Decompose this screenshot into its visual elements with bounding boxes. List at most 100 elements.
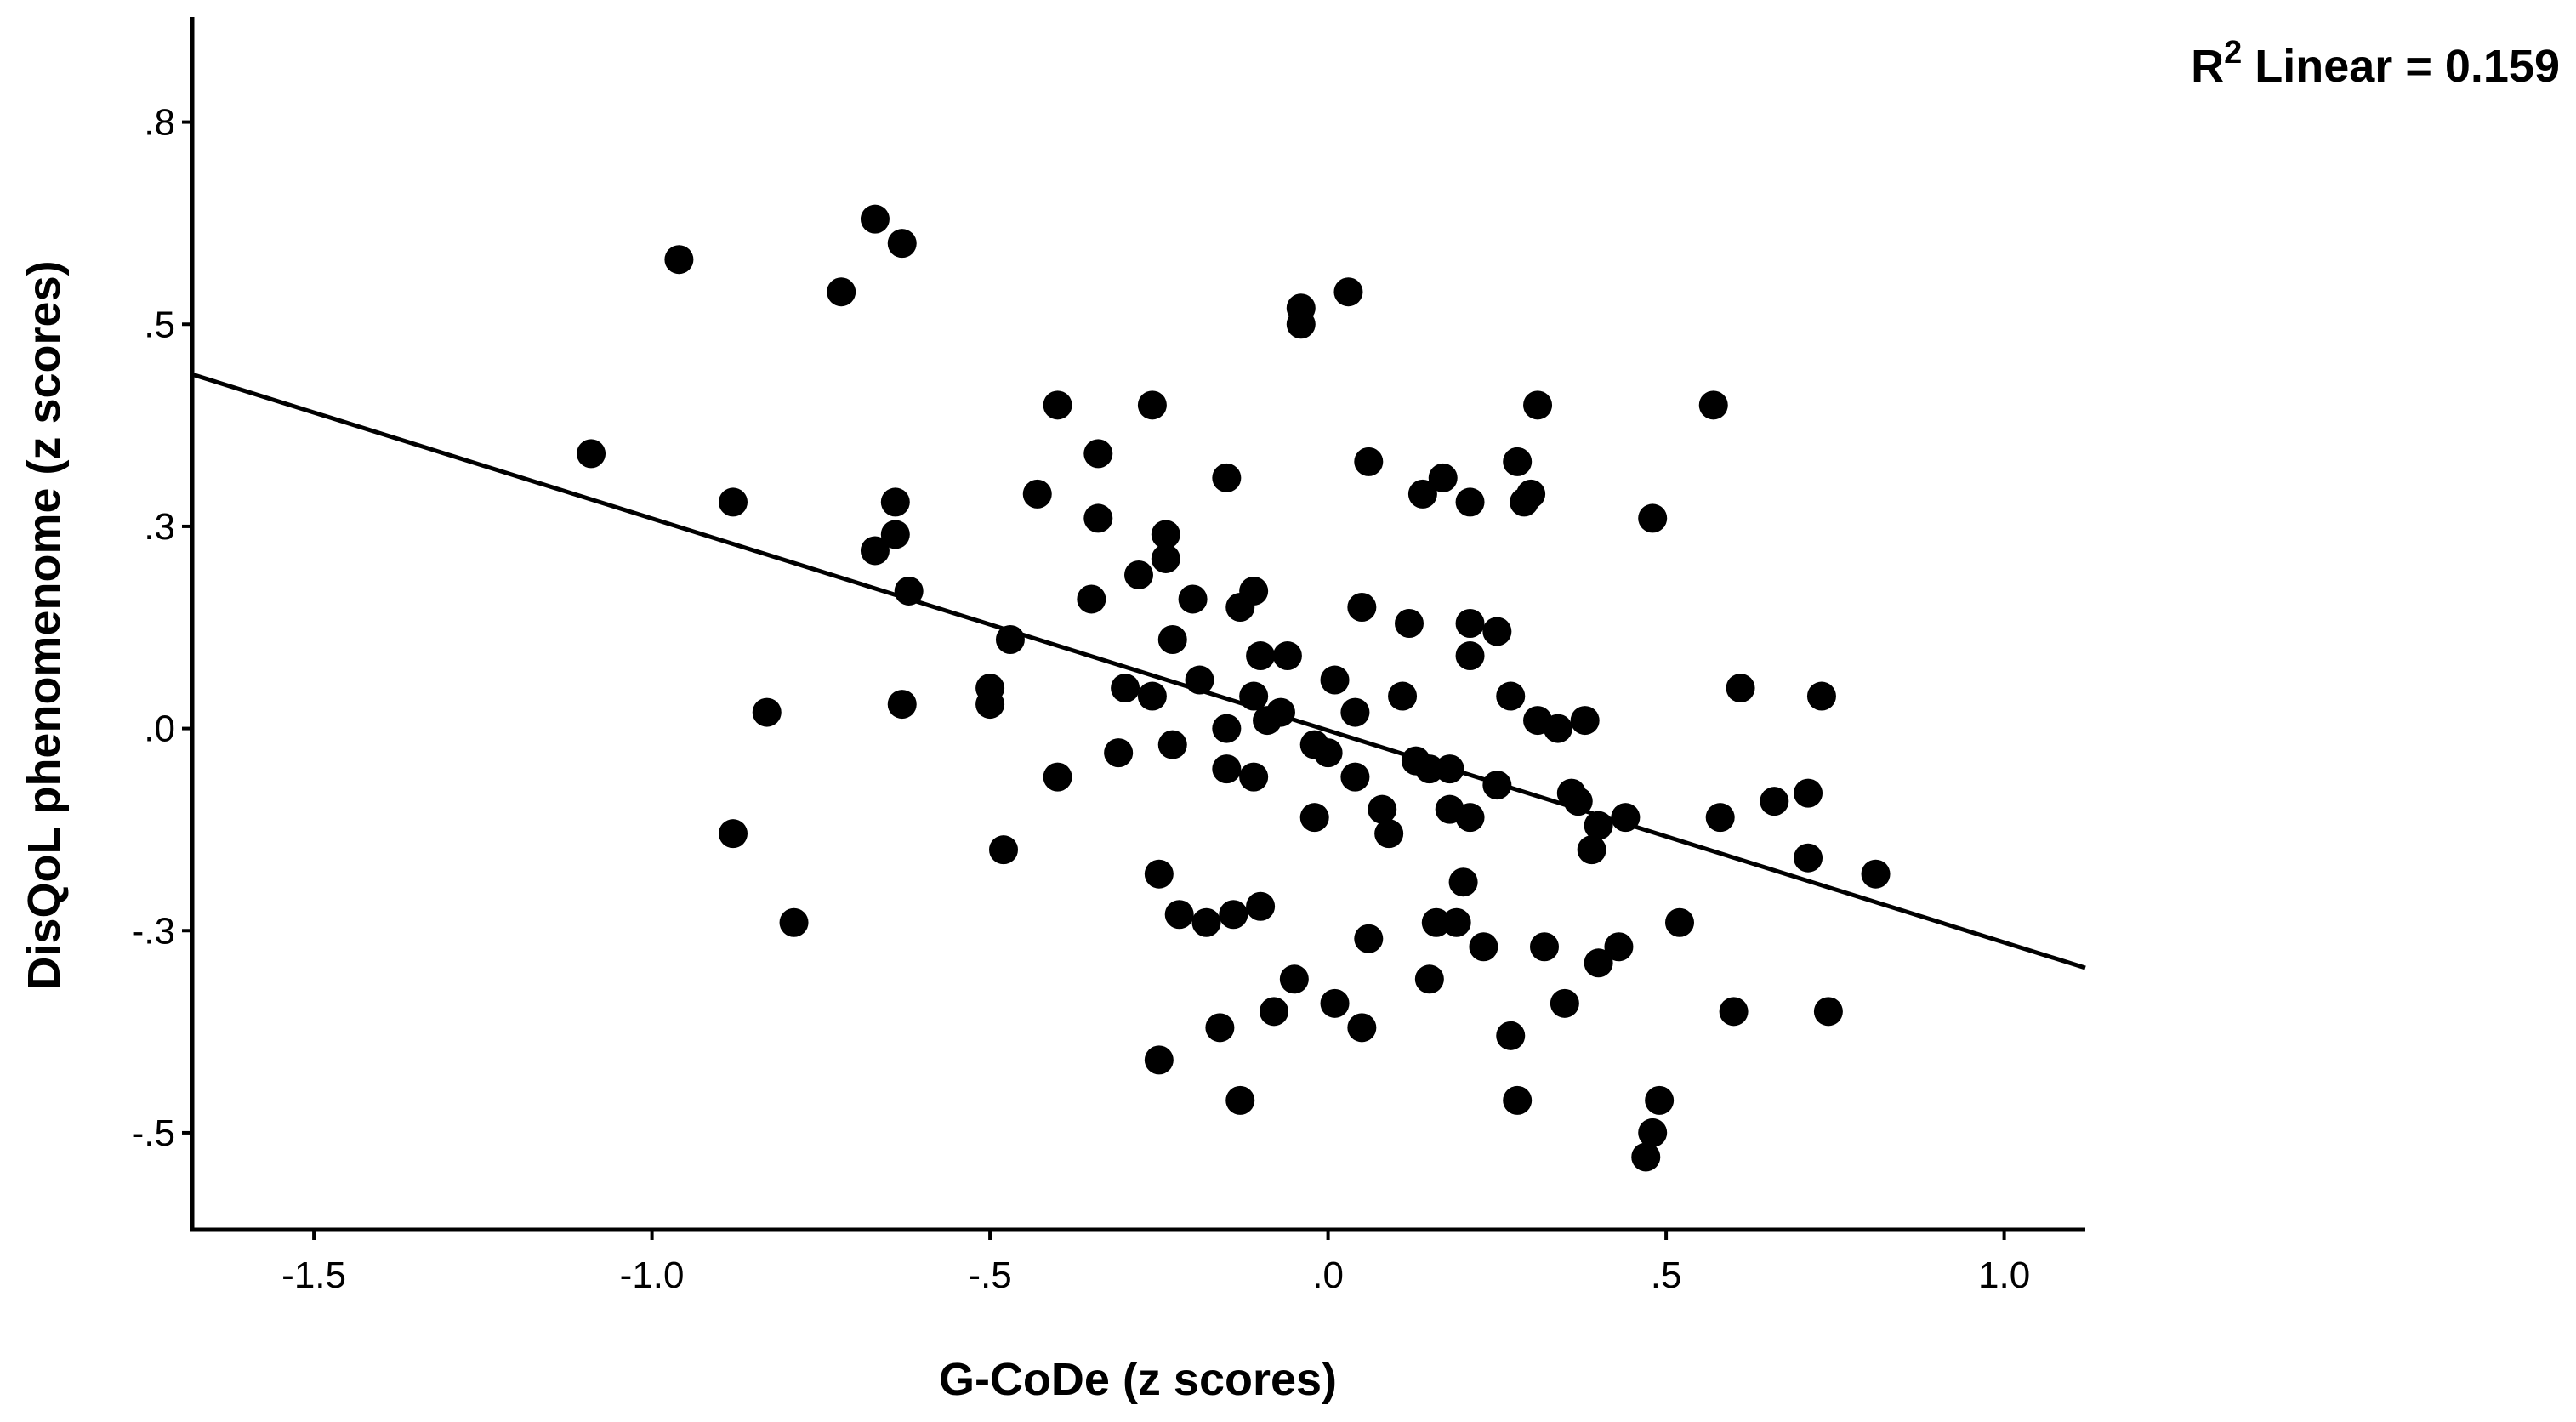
data-point bbox=[1205, 1013, 1235, 1043]
x-tick-label: .5 bbox=[1651, 1254, 1682, 1296]
data-point bbox=[1239, 762, 1269, 792]
data-point bbox=[1516, 479, 1546, 509]
data-point bbox=[1265, 697, 1295, 727]
data-point bbox=[1698, 390, 1728, 420]
data-point bbox=[1645, 1085, 1675, 1115]
y-tick-label: .0 bbox=[144, 708, 175, 750]
data-point bbox=[1726, 674, 1755, 703]
data-point bbox=[1455, 487, 1485, 517]
data-point bbox=[1354, 447, 1384, 476]
x-tick-label: .0 bbox=[1312, 1254, 1344, 1296]
data-point bbox=[1340, 697, 1370, 727]
data-point bbox=[1320, 665, 1350, 695]
data-point bbox=[1543, 714, 1572, 743]
data-point bbox=[995, 625, 1025, 655]
data-point bbox=[1347, 592, 1377, 622]
data-point bbox=[1279, 964, 1309, 994]
data-point bbox=[1137, 681, 1167, 711]
data-point bbox=[1157, 625, 1187, 655]
data-point bbox=[1286, 310, 1316, 339]
r-squared-annotation: R2 Linear = 0.159 bbox=[2191, 35, 2560, 92]
data-point bbox=[1374, 819, 1404, 849]
x-tick-label: -.5 bbox=[968, 1254, 1011, 1296]
data-point bbox=[1320, 988, 1350, 1018]
data-point bbox=[880, 520, 910, 549]
r-squared-value: Linear = 0.159 bbox=[2242, 41, 2560, 92]
data-point bbox=[1246, 641, 1276, 671]
data-point bbox=[1212, 714, 1242, 743]
x-axis-title: G-CoDe (z scores) bbox=[939, 1354, 1337, 1405]
regression-line bbox=[191, 372, 2086, 970]
data-point bbox=[1333, 277, 1363, 307]
data-point bbox=[1428, 463, 1458, 492]
r-squared-prefix: R bbox=[2191, 41, 2224, 92]
data-point bbox=[1861, 859, 1891, 889]
data-point bbox=[1503, 447, 1533, 476]
y-tick-label: -.5 bbox=[132, 1112, 175, 1154]
data-point bbox=[1794, 778, 1823, 808]
data-point bbox=[1022, 479, 1052, 509]
r-squared-superscript: 2 bbox=[2224, 35, 2242, 71]
data-point bbox=[1469, 932, 1498, 962]
data-point bbox=[1414, 964, 1444, 994]
data-point bbox=[1550, 988, 1579, 1018]
data-point bbox=[887, 229, 917, 259]
data-point bbox=[1077, 584, 1106, 614]
data-point bbox=[1705, 803, 1735, 833]
data-point bbox=[1043, 762, 1072, 792]
data-point bbox=[1239, 681, 1269, 711]
data-point bbox=[1144, 859, 1174, 889]
data-point bbox=[1340, 762, 1370, 792]
data-point bbox=[1584, 948, 1613, 978]
data-point bbox=[577, 439, 606, 469]
data-point bbox=[1407, 479, 1437, 509]
data-point bbox=[1144, 1045, 1174, 1075]
data-point bbox=[1157, 730, 1187, 759]
data-point bbox=[1354, 924, 1384, 953]
data-point bbox=[1442, 907, 1471, 937]
data-point bbox=[1631, 1142, 1661, 1172]
data-point bbox=[1124, 560, 1153, 589]
data-point bbox=[1272, 641, 1302, 671]
data-point bbox=[1523, 390, 1553, 420]
data-point bbox=[989, 835, 1018, 865]
data-point bbox=[1043, 390, 1072, 420]
data-point bbox=[1482, 771, 1512, 800]
data-point bbox=[1246, 891, 1276, 921]
data-point bbox=[664, 245, 694, 275]
data-point bbox=[1611, 803, 1641, 833]
data-point bbox=[1455, 609, 1485, 638]
y-axis-title: DisQoL phenomenome (z scores) bbox=[19, 260, 70, 989]
data-point bbox=[827, 277, 856, 307]
data-point bbox=[860, 536, 890, 566]
data-point bbox=[1191, 907, 1221, 937]
data-point bbox=[1219, 900, 1248, 930]
data-point bbox=[1577, 835, 1606, 865]
data-point bbox=[1638, 1118, 1668, 1147]
data-point bbox=[1151, 543, 1180, 573]
data-point bbox=[1496, 681, 1526, 711]
data-point bbox=[1584, 811, 1613, 840]
data-point bbox=[1164, 900, 1194, 930]
data-point bbox=[1813, 997, 1843, 1027]
data-point bbox=[1604, 932, 1634, 962]
data-point bbox=[779, 907, 809, 937]
data-point bbox=[1794, 843, 1823, 873]
data-point bbox=[1178, 584, 1208, 614]
data-point bbox=[1225, 1085, 1255, 1115]
data-point bbox=[1299, 803, 1329, 833]
data-point bbox=[1260, 997, 1288, 1027]
data-point bbox=[1104, 738, 1134, 768]
x-tick-label: -1.5 bbox=[281, 1254, 346, 1296]
x-tick-label: 1.0 bbox=[1978, 1254, 2030, 1296]
data-point bbox=[1083, 503, 1113, 533]
data-point bbox=[1212, 463, 1242, 492]
data-point bbox=[1665, 907, 1694, 937]
data-point bbox=[719, 487, 748, 517]
data-point bbox=[1388, 681, 1418, 711]
data-point bbox=[1638, 503, 1668, 533]
data-point bbox=[1212, 754, 1242, 784]
data-point bbox=[1151, 520, 1180, 549]
data-point bbox=[1435, 754, 1464, 784]
